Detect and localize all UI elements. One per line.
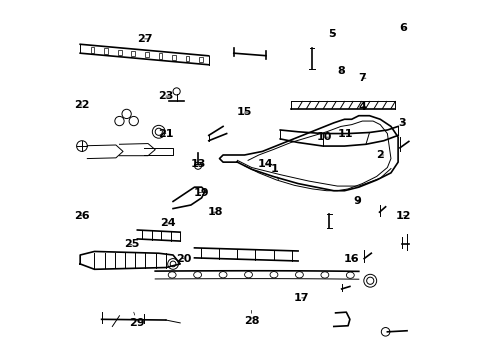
Text: 5: 5 [327,28,335,39]
Text: 24: 24 [160,218,175,228]
Bar [104,49,108,54]
Text: 27: 27 [137,34,152,44]
Bar [199,57,203,62]
Text: 22: 22 [74,100,89,110]
Text: 9: 9 [352,197,360,206]
Text: 6: 6 [399,23,407,33]
Text: 21: 21 [158,129,173,139]
Bar [172,55,175,60]
Text: 8: 8 [336,66,344,76]
Text: 13: 13 [190,159,205,169]
Bar [158,53,162,59]
Text: 29: 29 [129,312,145,328]
Text: 10: 10 [317,132,332,142]
Bar [145,52,148,58]
Text: 11: 11 [337,129,353,139]
Text: 20: 20 [176,253,191,264]
Text: 12: 12 [395,211,410,221]
Text: 4: 4 [358,102,366,112]
Text: 17: 17 [293,293,309,303]
Text: 3: 3 [397,118,405,128]
Text: 23: 23 [158,91,173,101]
Text: 16: 16 [343,253,359,264]
Text: 26: 26 [74,211,90,221]
Text: 18: 18 [208,207,223,217]
Text: 14: 14 [258,159,273,169]
Bar [91,47,94,53]
Bar [118,50,121,55]
Text: 7: 7 [358,73,366,83]
Bar [131,51,135,56]
Text: 25: 25 [124,239,140,249]
Text: 15: 15 [236,107,252,117]
Text: 2: 2 [376,150,384,160]
Text: 28: 28 [244,310,259,326]
Text: 19: 19 [193,188,209,198]
Text: 1: 1 [270,164,278,180]
Bar [185,56,189,61]
